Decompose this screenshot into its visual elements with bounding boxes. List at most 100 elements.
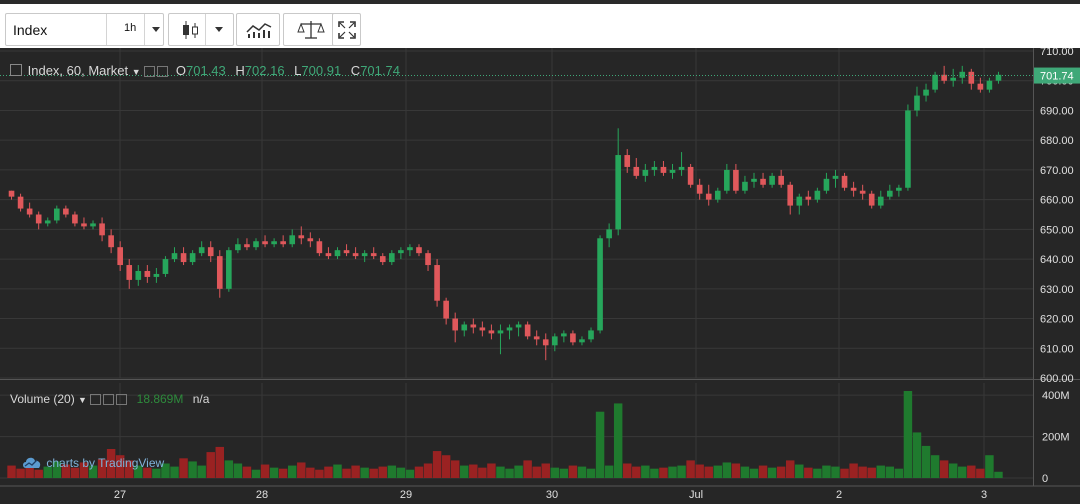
x-tick-label: 30 [546,489,558,501]
candle-body [959,71,966,78]
symbol-input[interactable] [6,14,113,45]
fullscreen-button[interactable] [332,13,361,46]
volume-bar [921,445,931,478]
series-hide-icon[interactable] [157,66,169,77]
y-tick-label: 640.00 [1040,254,1074,266]
candle-body [425,253,431,266]
interval-dropdown-icon[interactable] [152,27,160,32]
candle-body [280,241,286,245]
series-settings-icon[interactable] [144,66,156,77]
volume-bar [469,464,478,478]
volume-bar [695,464,704,478]
candle-body [787,184,794,206]
fullscreen-icon [338,21,356,39]
candle-body [334,250,341,257]
candle-body [696,184,703,194]
candle-body [506,327,513,331]
y-tick-label: 630.00 [1040,284,1074,296]
volume-bar [795,464,804,478]
y-tick-label: 600.00 [1040,373,1074,385]
toolbar: 1h [0,0,1080,48]
candle-body [551,336,558,346]
low-value: 700.91 [301,63,342,78]
volume-bar [478,467,487,478]
volume-menu-caret[interactable]: ▼ [78,395,87,405]
candle-body [832,175,839,179]
candle-body [877,196,884,206]
volume-bar [849,463,858,478]
candle-body [90,223,96,227]
volume-bar [152,468,161,478]
candle-body [198,247,205,254]
indicators-button[interactable] [236,13,280,46]
volume-bar [61,464,71,478]
y-tick-label: 690.00 [1040,105,1074,117]
watermark-text: charts by TradingView [46,456,165,470]
volume-bar [894,468,904,478]
candle-body [760,178,766,185]
volume-bar [885,466,895,478]
volume-bar [432,451,442,478]
series-menu-caret[interactable]: ▼ [131,67,141,77]
interval-label[interactable]: 1h [124,22,137,34]
compare-button[interactable] [283,13,339,46]
volume-bar [722,462,732,478]
divider [144,14,145,45]
volume-bar [758,465,768,478]
price-pane [0,48,1033,378]
divider [205,14,206,45]
volume-bar [369,468,378,478]
volume-bar [958,466,967,478]
candle-body [343,250,350,254]
candle-body [81,223,87,227]
volume-bar [115,455,125,478]
volume-bar [324,466,333,478]
candle-body [914,95,920,111]
volume-bar [188,461,197,478]
volume-bar [776,466,786,478]
volume-bar [297,462,306,478]
candle-body [26,208,33,215]
volume-bar [831,466,840,478]
volume-bar [822,465,831,478]
volume-bar [632,466,641,478]
chart-type-button[interactable] [168,13,234,46]
volume-bar [496,466,505,478]
chart-type-dropdown-icon[interactable] [215,27,223,32]
candle-body [8,190,15,197]
volume-settings-icon[interactable] [90,394,102,405]
candle-body [660,166,667,173]
candle-body [841,175,848,188]
volume-bar [713,465,723,478]
candle-body [515,324,522,328]
volume-bar [586,468,596,478]
volume-bar [441,455,451,478]
y-tick-label: 610.00 [1040,343,1074,355]
volume-bar [269,467,279,478]
candle-body [470,324,477,328]
collapse-legend-icon[interactable] [10,64,22,76]
candle-body [153,273,160,277]
volume-bar [813,468,822,478]
volume-bar [7,465,16,478]
chart-area[interactable]: 600.00 610.00 620.00 630.00 640.00 650.00 660.… [0,48,1080,504]
candle-body [950,77,957,81]
candle-body [162,259,169,274]
volume-remove-icon[interactable] [116,394,128,405]
volume-bar [767,467,777,478]
volume-tick-label: 200M [1042,432,1070,444]
volume-bar [541,463,550,478]
volume-hide-icon[interactable] [103,394,115,405]
candle-body [624,155,631,167]
candle-body [615,155,621,230]
series-title[interactable]: Index, 60, Market [27,63,129,78]
candle-body [796,196,803,206]
volume-bar [523,460,532,478]
tradingview-watermark[interactable]: charts by TradingView [21,455,164,470]
volume-bar [677,465,686,478]
volume-title[interactable]: Volume (20) [10,392,75,406]
candle-body [352,253,359,257]
candle-body [859,190,866,194]
candle-body [905,110,911,188]
volume-bar [731,463,741,478]
